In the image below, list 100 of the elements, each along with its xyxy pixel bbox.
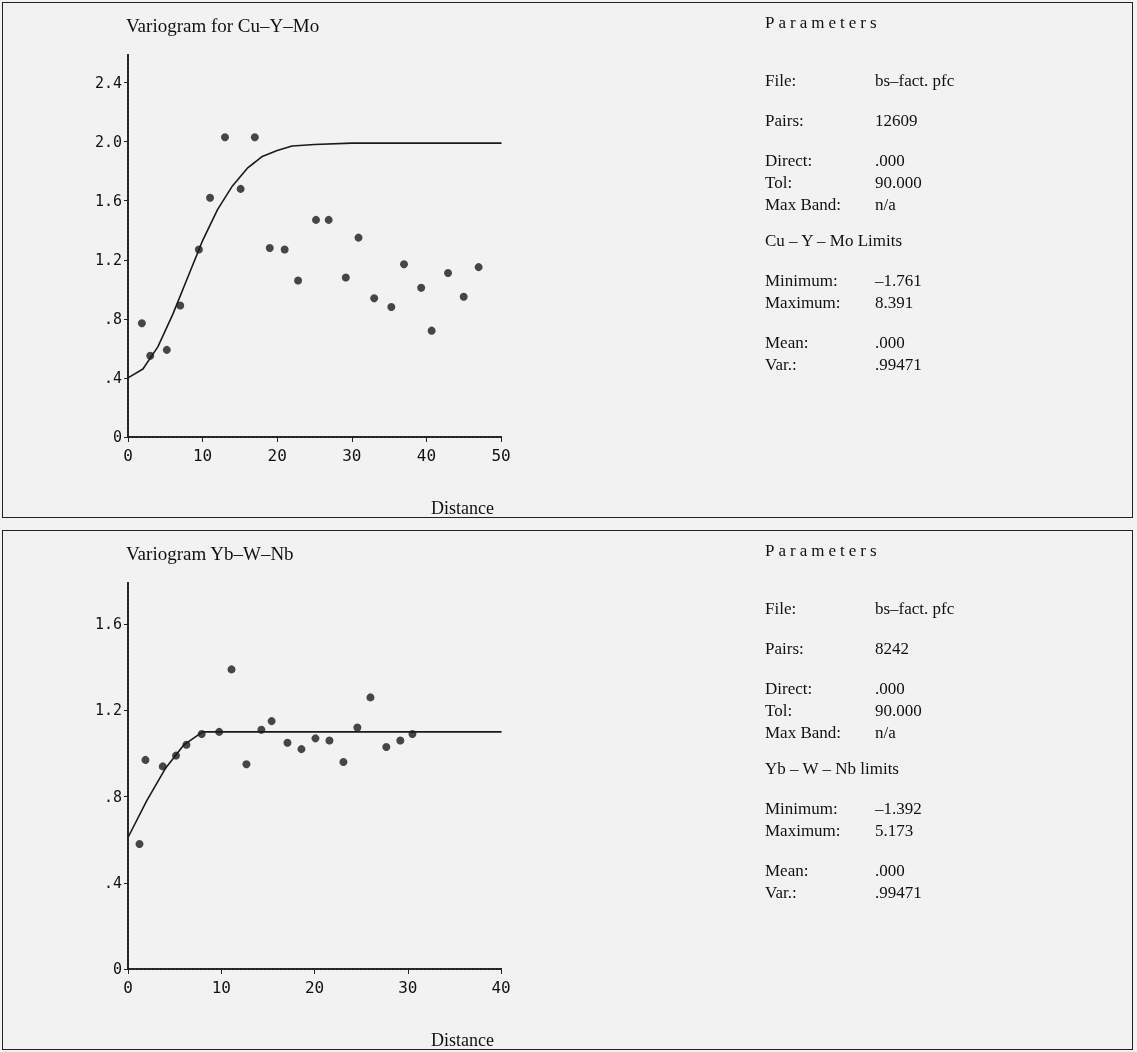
x-tick-label: 20 (304, 977, 325, 997)
y-tick-label: .8 (103, 787, 122, 806)
text: –1.761 (875, 271, 922, 291)
text: Minimum: (765, 799, 838, 819)
point (280, 245, 289, 254)
text: Var.: (765, 355, 797, 375)
text: Pairs: (765, 111, 804, 131)
point (325, 736, 334, 745)
point (220, 133, 229, 142)
text: File: (765, 599, 797, 619)
point (297, 745, 306, 754)
text: File: (765, 71, 797, 91)
point (324, 215, 333, 224)
text: 8242 (875, 639, 909, 659)
x-tick-label: 10 (211, 977, 231, 997)
text: bs–fact. pfc (875, 71, 955, 91)
point (417, 283, 426, 292)
text: .000 (875, 861, 905, 881)
point (294, 276, 303, 285)
point (382, 742, 391, 751)
point (206, 193, 215, 202)
point (135, 839, 144, 848)
point (387, 303, 396, 312)
x-tick-label: 40 (416, 445, 437, 465)
text: Mean: (765, 861, 809, 881)
point (250, 133, 259, 142)
point (242, 760, 251, 769)
text: 90.000 (875, 701, 922, 721)
text: Tol: (765, 173, 793, 193)
point (366, 693, 375, 702)
y-tick-label: .8 (103, 309, 122, 328)
text: Cu – Y – Mo Limits (765, 231, 903, 251)
text: Maximum: (765, 821, 841, 841)
text: Max Band: (765, 723, 842, 743)
point (370, 294, 379, 303)
text: 8.391 (875, 293, 914, 313)
text: Parameters (765, 13, 881, 33)
text: Direct: (765, 679, 813, 699)
text: bs–fact. pfc (875, 599, 955, 619)
point (265, 243, 274, 252)
x-tick-label: 30 (398, 977, 418, 997)
point (311, 734, 320, 743)
x-tick-label: 50 (491, 445, 511, 465)
point (353, 723, 362, 732)
text: Maximum: (765, 293, 841, 313)
y-tick-label: 1.2 (94, 250, 122, 269)
x-tick-label: 40 (491, 977, 511, 997)
y-tick-label: 2.0 (94, 132, 122, 151)
y-tick-label: 2.4 (94, 73, 122, 92)
y-tick-label: 1.2 (94, 701, 122, 720)
point (339, 758, 348, 767)
text: Parameters (765, 541, 881, 561)
x-axis-title: Distance (431, 498, 494, 518)
text: Var.: (765, 883, 797, 903)
y-tick-label: .4 (103, 368, 122, 387)
point (236, 184, 245, 193)
point (137, 319, 146, 328)
text: .000 (875, 333, 905, 353)
y-tick-label: 1.6 (94, 191, 122, 210)
chart-title: Variogram for Cu–Y–Mo (126, 15, 320, 36)
point (400, 260, 409, 269)
point (396, 736, 405, 745)
point (141, 755, 150, 764)
text: n/a (875, 195, 896, 215)
point (267, 717, 276, 726)
x-tick-label: 20 (267, 445, 287, 465)
y-tick-label: 1.6 (94, 615, 122, 634)
text: Yb – W – Nb limits (765, 759, 899, 779)
text: 90.000 (875, 173, 922, 193)
text: n/a (875, 723, 896, 743)
point (227, 665, 236, 674)
x-axis-title: Distance (431, 1030, 494, 1050)
text: Minimum: (765, 271, 838, 291)
point (341, 273, 350, 282)
point (312, 215, 320, 224)
point (459, 292, 468, 301)
y-tick-label: .4 (103, 873, 122, 892)
point (427, 326, 436, 335)
x-tick-label: 10 (192, 445, 213, 465)
text: .99471 (875, 355, 922, 375)
text: Tol: (765, 701, 793, 721)
y-tick-label: 0 (112, 960, 122, 978)
text: Direct: (765, 151, 813, 171)
point (354, 233, 363, 242)
text: 12609 (875, 111, 918, 131)
text: .000 (875, 679, 905, 699)
text: .000 (875, 151, 905, 171)
text: Pairs: (765, 639, 804, 659)
point (283, 738, 292, 747)
text: .99471 (875, 883, 922, 903)
text: Mean: (765, 333, 809, 353)
y-tick-label: 0 (112, 428, 122, 446)
chart-title: Variogram Yb–W–Nb (126, 543, 294, 564)
point (162, 345, 171, 354)
x-tick-label: 30 (342, 445, 362, 465)
text: 5.173 (875, 821, 914, 841)
text: –1.392 (875, 799, 922, 819)
point (474, 263, 483, 272)
point (444, 269, 453, 278)
text: Max Band: (765, 195, 842, 215)
